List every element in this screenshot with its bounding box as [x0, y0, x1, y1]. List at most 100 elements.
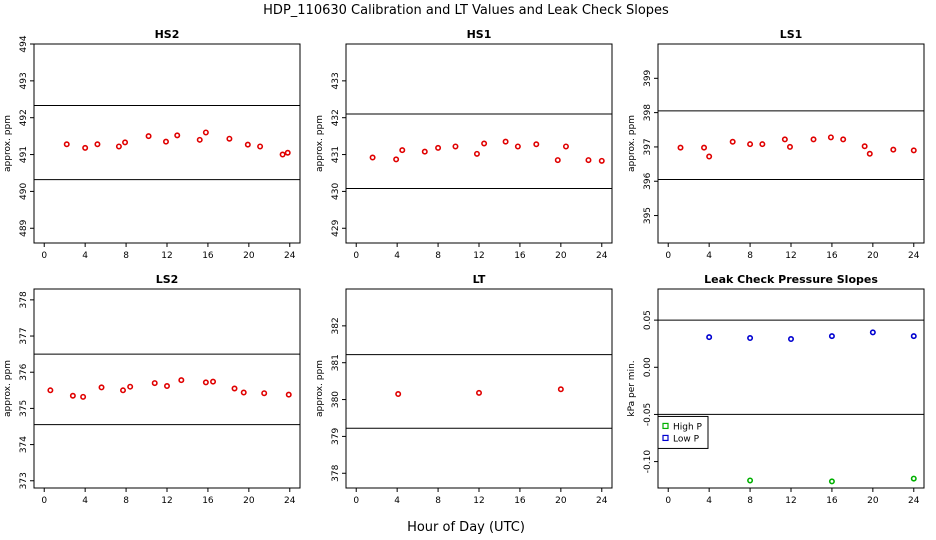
ls1-data-point: [861, 143, 868, 150]
ls2-x-tick-label: 12: [161, 496, 172, 506]
hs2-data-point: [162, 138, 169, 145]
lt-x-tick-label: 24: [596, 496, 608, 506]
x-axis-label: Hour of Day (UTC): [407, 520, 525, 535]
hs2-data-point: [82, 144, 89, 151]
hs2-data-point: [244, 141, 251, 148]
ls2-data-point: [120, 387, 127, 394]
ls2-data-point: [210, 378, 217, 385]
main-title: HDP_110630 Calibration and LT Values and…: [263, 3, 669, 18]
legend-label-low-p: Low P: [673, 434, 700, 444]
hs2-title: HS2: [155, 28, 180, 41]
hs2-data-point: [202, 129, 209, 136]
hs1-data-point: [369, 154, 376, 161]
lt-data-point: [395, 391, 402, 398]
hs2-data-point: [279, 151, 286, 158]
ls2-y-tick-label: 374: [19, 436, 29, 453]
ls2-y-tick-label: 378: [19, 291, 29, 308]
ls2-x-tick-label: 0: [41, 496, 47, 506]
leak-check-pressure-slopes-x-tick-label: 16: [826, 496, 838, 506]
hs1-data-point: [393, 156, 400, 163]
hs2-x-tick-label: 16: [202, 251, 214, 261]
hs2-data-point: [94, 141, 101, 148]
ls1-y-tick-label: 399: [643, 69, 653, 86]
hs2-data-point: [174, 132, 181, 139]
ls1-data-point: [729, 138, 736, 145]
ls1-data-point: [781, 136, 788, 143]
ls2-data-point: [164, 382, 171, 389]
leak-check-pressure-slopes-data-point: [910, 475, 917, 482]
hs1-x-tick-label: 24: [596, 251, 608, 261]
hs1-data-point: [481, 140, 488, 147]
hs2-data-point: [145, 133, 152, 140]
ls2-y-tick-label: 373: [19, 472, 29, 489]
hs1-x-tick-label: 20: [555, 251, 567, 261]
ls2-data-point: [80, 393, 87, 400]
panels: HS2 approx. ppm 0 4 8 12 16 20 24 489 490 491 492 493…: [3, 28, 925, 506]
lt-title: LT: [473, 273, 486, 286]
legend-box: [657, 415, 709, 449]
leak-check-pressure-slopes-x-tick-label: 0: [665, 496, 671, 506]
hs2-y-axis-label: approx. ppm: [3, 115, 13, 172]
hs2-data-point: [226, 135, 233, 142]
hs1-y-tick-label: 433: [331, 72, 341, 89]
ls2-data-point: [178, 377, 185, 384]
ls1-y-tick-label: 396: [643, 172, 653, 189]
hs1-data-point: [452, 143, 459, 150]
ls2-data-point: [127, 383, 134, 390]
leak-check-pressure-slopes-x-tick-label: 4: [706, 496, 712, 506]
hs1-data-point: [399, 147, 406, 154]
lt-y-tick-label: 380: [331, 391, 341, 408]
leak-check-pressure-slopes-legend: High P Low P: [657, 415, 709, 449]
ls1-y-tick-label: 397: [643, 138, 653, 155]
ls1-x-tick-label: 12: [785, 251, 796, 261]
leak-check-pressure-slopes-x-tick-label: 24: [908, 496, 920, 506]
lt-x-tick-label: 12: [473, 496, 484, 506]
hs1-data-point: [585, 157, 592, 164]
hs1-title: HS1: [467, 28, 492, 41]
panel-hs1: HS1 approx. ppm 0 4 8 12 16 20 24 429 430 431 432 433: [315, 28, 613, 261]
ls1-x-tick-label: 0: [665, 251, 671, 261]
hs1-y-tick-label: 432: [331, 109, 341, 126]
leak-check-pressure-slopes-title: Leak Check Pressure Slopes: [704, 273, 878, 286]
ls1-data-point: [840, 136, 847, 143]
ls1-data-point: [827, 134, 834, 141]
ls2-data-point: [240, 389, 247, 396]
ls2-title: LS2: [156, 273, 179, 286]
hs2-y-tick-label: 491: [19, 146, 29, 163]
hs2-data-point: [122, 139, 129, 146]
hs2-y-tick-label: 494: [19, 35, 29, 52]
hs1-data-point: [421, 148, 428, 155]
ls2-x-tick-label: 16: [202, 496, 214, 506]
ls1-data-point: [866, 150, 873, 157]
panel-lt: LT approx. ppm 0 4 8 12 16 20 24 378 379 380 381 382: [315, 273, 613, 506]
hs2-x-tick-label: 0: [41, 251, 47, 261]
ls1-x-tick-label: 24: [908, 251, 920, 261]
ls2-y-tick-label: 377: [19, 327, 29, 344]
panel-ls1: LS1 approx. ppm 0 4 8 12 16 20 24 395 396 397 398 399: [627, 28, 925, 261]
ls1-plot-frame: [657, 43, 925, 244]
hs1-x-tick-label: 0: [353, 251, 359, 261]
ls2-data-point: [261, 390, 268, 397]
lt-y-tick-label: 378: [331, 464, 341, 481]
ls1-x-tick-label: 16: [826, 251, 838, 261]
lt-data-point: [557, 386, 564, 393]
leak-check-pressure-slopes-y-axis-label: kPa per min.: [627, 360, 637, 416]
hs1-x-tick-label: 4: [394, 251, 400, 261]
hs2-data-point: [196, 136, 203, 143]
ls2-x-tick-label: 24: [284, 496, 296, 506]
hs1-data-point: [533, 141, 540, 148]
leak-check-pressure-slopes-data-point: [747, 335, 754, 342]
hs2-data-point: [257, 143, 264, 150]
lt-x-tick-label: 20: [555, 496, 567, 506]
lt-y-tick-label: 382: [331, 317, 341, 334]
ls1-data-point: [890, 146, 897, 153]
ls2-data-point: [285, 391, 292, 398]
leak-check-pressure-slopes-data-point: [869, 329, 876, 336]
lt-y-tick-label: 381: [331, 354, 341, 371]
lt-x-tick-label: 4: [394, 496, 400, 506]
hs2-data-point: [284, 149, 291, 156]
hs1-x-tick-label: 8: [435, 251, 441, 261]
ls1-data-point: [759, 141, 766, 148]
leak-check-pressure-slopes-x-tick-label: 20: [867, 496, 879, 506]
ls2-data-point: [98, 384, 105, 391]
